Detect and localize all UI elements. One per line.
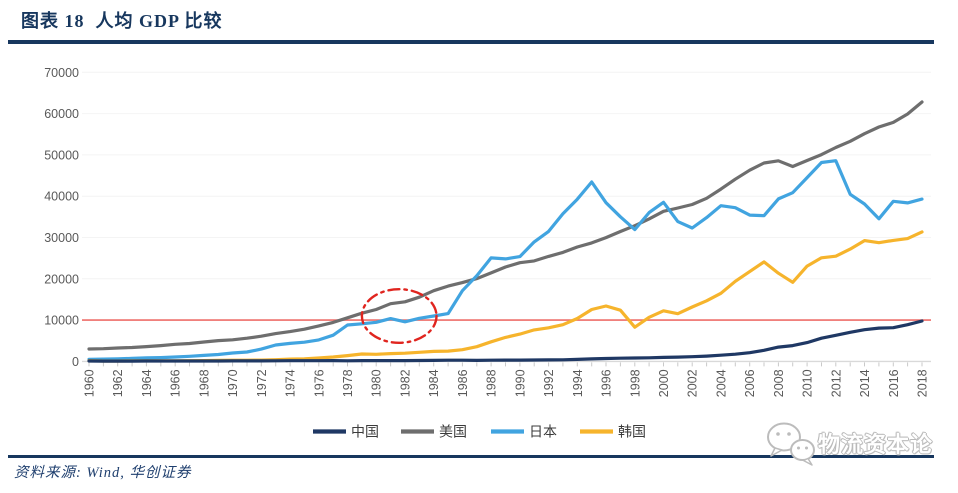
y-axis-label: 20000 bbox=[44, 272, 79, 286]
watermark: 物流资本论 bbox=[764, 419, 933, 467]
gdp-line-chart: 0 10000 20000 30000 40000 50000 60000 70000 1960… bbox=[0, 46, 958, 446]
x-axis-label: 1990 bbox=[513, 369, 527, 397]
footer-divider bbox=[8, 455, 934, 458]
x-axis-label: 2016 bbox=[887, 369, 901, 397]
x-axis-label: 1996 bbox=[600, 369, 614, 397]
source-note: 资料来源: Wind, 华创证券 bbox=[14, 465, 192, 481]
x-axis-label: 1978 bbox=[341, 369, 355, 397]
line-usa bbox=[87, 100, 924, 351]
x-axis-label: 1976 bbox=[312, 369, 326, 397]
legend-label-china: 中国 bbox=[351, 424, 379, 440]
x-axis-label: 1974 bbox=[284, 369, 298, 397]
x-axis-label: 2002 bbox=[686, 369, 700, 397]
x-axis-label: 1970 bbox=[226, 369, 240, 397]
x-axis-label: 1988 bbox=[485, 369, 499, 397]
figure-title: 图表 18 人均 GDP 比较 bbox=[21, 11, 223, 31]
line-japan bbox=[87, 159, 924, 361]
y-axis-label: 10000 bbox=[44, 314, 79, 328]
x-axis-label: 1980 bbox=[370, 369, 384, 397]
wechat-icon bbox=[767, 422, 815, 466]
x-axis-label: 1968 bbox=[197, 369, 211, 397]
x-axis-label: 1998 bbox=[628, 369, 642, 397]
x-axis-label: 1966 bbox=[169, 369, 183, 397]
y-axis-label: 70000 bbox=[44, 66, 79, 80]
x-axis-label: 1982 bbox=[399, 369, 413, 397]
x-axis-label: 1992 bbox=[542, 369, 556, 397]
x-axis-label: 1984 bbox=[427, 369, 441, 397]
x-axis-label: 2018 bbox=[916, 369, 930, 397]
y-axis-label: 50000 bbox=[44, 148, 79, 162]
legend-label-korea: 韩国 bbox=[618, 424, 646, 440]
highlight-ellipse bbox=[360, 288, 438, 345]
y-axis-label: 30000 bbox=[44, 231, 79, 245]
y-axis-label: 0 bbox=[72, 355, 79, 369]
title-underline bbox=[8, 40, 934, 44]
line-china bbox=[87, 319, 924, 363]
x-axis-label: 1986 bbox=[456, 369, 470, 397]
chart-canvas: 0 10000 20000 30000 40000 50000 60000 70000 1960… bbox=[44, 66, 931, 440]
y-axis-label: 40000 bbox=[44, 190, 79, 204]
legend-label-usa: 美国 bbox=[439, 424, 467, 440]
x-axis-label: 2006 bbox=[743, 369, 757, 397]
legend-label-japan: 日本 bbox=[529, 424, 557, 440]
x-axis-label: 1960 bbox=[83, 369, 97, 397]
x-axis-label: 2000 bbox=[657, 369, 671, 397]
watermark-label: 物流资本论 bbox=[818, 432, 934, 457]
x-axis-label: 1972 bbox=[255, 369, 269, 397]
x-axis-label: 1962 bbox=[111, 369, 125, 397]
x-axis-label: 1994 bbox=[571, 369, 585, 397]
x-axis-label: 2010 bbox=[801, 369, 815, 397]
x-axis-label: 2014 bbox=[858, 369, 872, 397]
x-axis-label: 2004 bbox=[714, 369, 728, 397]
x-axis-label: 2008 bbox=[772, 369, 786, 397]
x-axis-label: 1964 bbox=[140, 369, 154, 397]
x-axis-label: 2012 bbox=[829, 369, 843, 397]
y-axis-label: 60000 bbox=[44, 107, 79, 121]
